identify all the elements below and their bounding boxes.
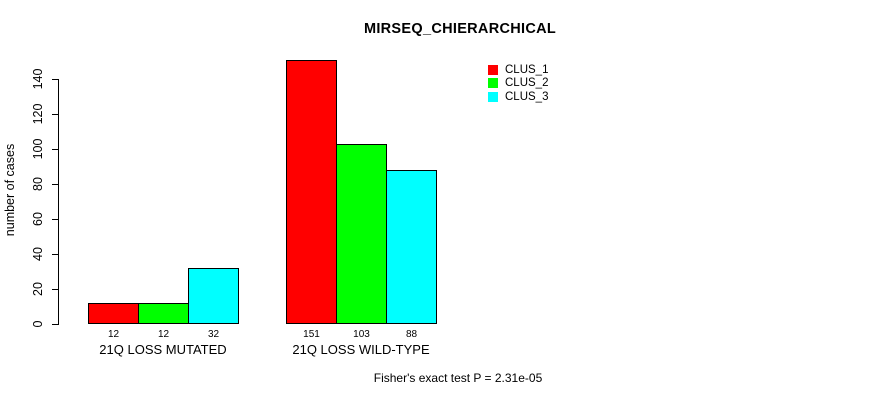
category-label-1: 21Q LOSS MUTATED [99, 342, 227, 357]
bar-value-label: 103 [353, 329, 370, 340]
bar-clus_3-2 [386, 170, 437, 324]
legend: CLUS_1 CLUS_2 CLUS_3 [488, 63, 548, 104]
bar-value-label: 12 [107, 329, 120, 340]
y-tick-label: 0 [31, 320, 45, 328]
bar-clus_1-1 [88, 303, 139, 324]
legend-label: CLUS_1 [505, 63, 549, 76]
y-tick-label: 40 [31, 247, 45, 261]
y-axis-title: number of cases [3, 143, 17, 237]
bar-value-label: 32 [207, 329, 220, 340]
bar-value-label: 88 [405, 329, 418, 340]
legend-row: CLUS_2 [488, 77, 548, 91]
annotation-text: Fisher's exact test P = 2.31e-05 [373, 371, 543, 385]
legend-row: CLUS_3 [488, 90, 548, 104]
legend-label: CLUS_2 [505, 77, 549, 90]
bar-value-label: 151 [303, 329, 320, 340]
y-tick [52, 219, 58, 220]
y-tick [52, 254, 58, 255]
bar-clus_3-1 [188, 268, 239, 324]
chart-title: MIRSEQ_CHIERARCHICAL [363, 21, 557, 37]
y-tick [52, 289, 58, 290]
y-tick [52, 324, 58, 325]
bar-clus_2-2 [336, 144, 387, 324]
category-label-2: 21Q LOSS WILD-TYPE [292, 342, 430, 357]
legend-swatch-clus_1 [488, 64, 498, 75]
y-tick-label: 120 [31, 103, 45, 125]
legend-row: CLUS_1 [488, 63, 548, 77]
y-tick-label: 140 [31, 68, 45, 90]
y-tick [52, 114, 58, 115]
y-tick-label: 20 [31, 282, 45, 296]
y-tick-label: 60 [31, 212, 45, 226]
y-tick [52, 79, 58, 80]
bar-clus_2-1 [138, 303, 189, 324]
bar-value-label: 12 [157, 329, 170, 340]
y-axis-line [58, 79, 59, 325]
y-tick-label: 80 [31, 177, 45, 191]
legend-swatch-clus_2 [488, 78, 498, 89]
legend-label: CLUS_3 [505, 90, 549, 103]
y-tick-label: 100 [31, 138, 45, 160]
y-tick [52, 184, 58, 185]
bar-clus_1-2 [286, 60, 337, 324]
y-tick [52, 149, 58, 150]
legend-swatch-clus_3 [488, 91, 498, 102]
